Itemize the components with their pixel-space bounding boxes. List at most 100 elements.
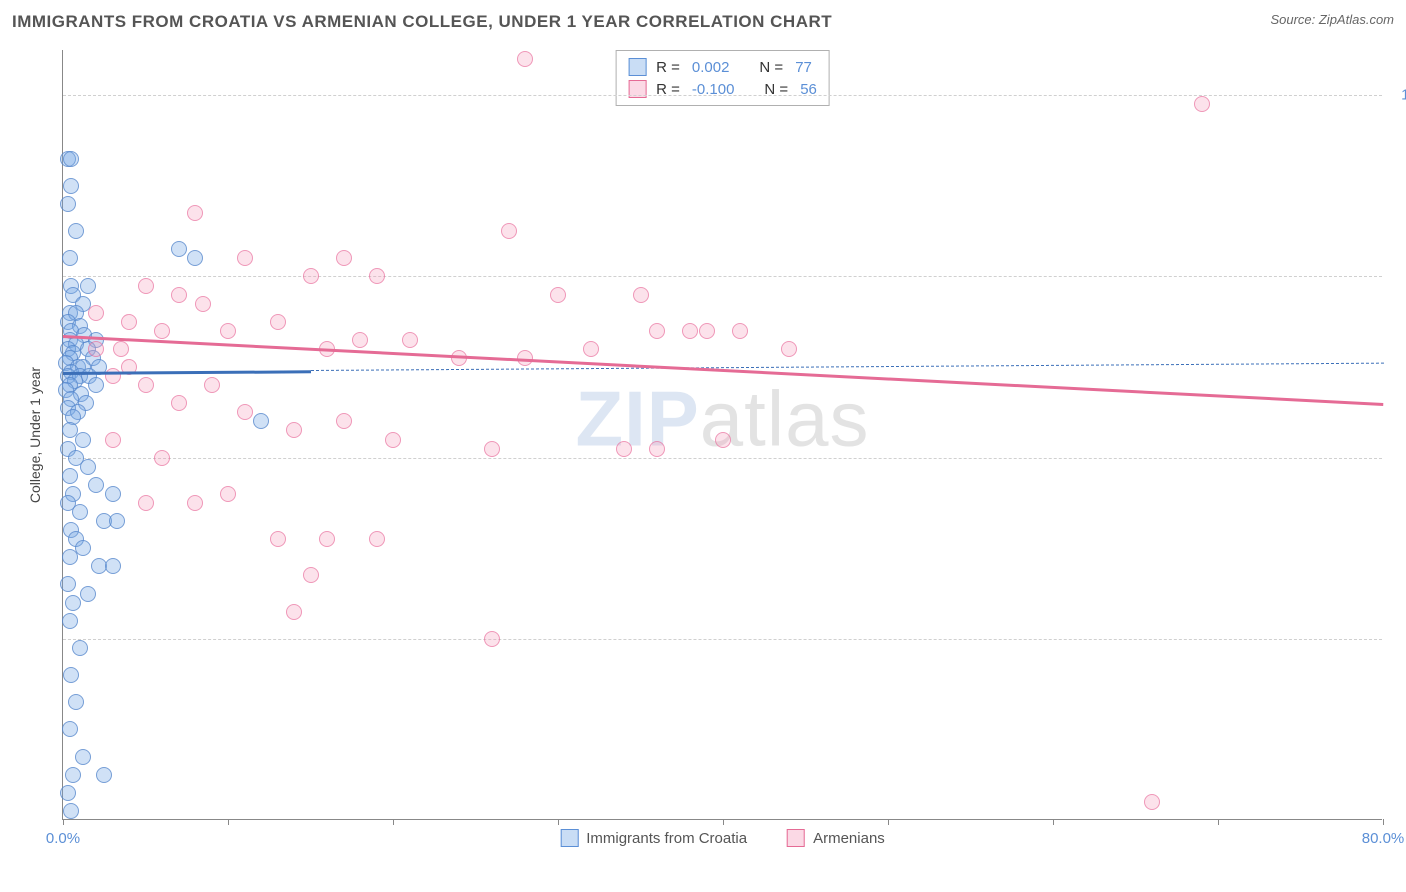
scatter-point xyxy=(72,640,88,656)
scatter-point xyxy=(171,287,187,303)
scatter-point xyxy=(88,305,104,321)
scatter-point xyxy=(105,368,121,384)
scatter-point xyxy=(63,178,79,194)
scatter-point xyxy=(63,667,79,683)
legend-item-armenians: Armenians xyxy=(787,829,885,847)
scatter-point xyxy=(138,495,154,511)
scatter-point xyxy=(80,586,96,602)
x-tick xyxy=(393,819,394,825)
y-tick-label: 40.0% xyxy=(1392,630,1406,647)
x-tick xyxy=(558,819,559,825)
x-tick-label: 80.0% xyxy=(1362,830,1405,847)
scatter-point xyxy=(237,250,253,266)
scatter-point xyxy=(68,694,84,710)
scatter-point xyxy=(60,576,76,592)
scatter-point xyxy=(204,377,220,393)
scatter-point xyxy=(171,395,187,411)
scatter-point xyxy=(63,151,79,167)
x-tick xyxy=(1218,819,1219,825)
legend-stats-row: R = 0.002 N = 77 xyxy=(628,56,817,78)
scatter-point xyxy=(105,558,121,574)
scatter-point xyxy=(88,341,104,357)
legend-n-value: 77 xyxy=(795,59,812,76)
gridline xyxy=(63,276,1382,277)
scatter-point xyxy=(319,531,335,547)
y-tick-label: 100.0% xyxy=(1392,87,1406,104)
scatter-point xyxy=(154,323,170,339)
legend-swatch-blue xyxy=(560,829,578,847)
chart-title: IMMIGRANTS FROM CROATIA VS ARMENIAN COLL… xyxy=(12,12,832,32)
x-tick xyxy=(228,819,229,825)
scatter-point xyxy=(682,323,698,339)
scatter-point xyxy=(187,495,203,511)
trend-line-extrapolated xyxy=(310,363,1382,371)
scatter-point xyxy=(187,205,203,221)
scatter-point xyxy=(62,250,78,266)
plot-area: ZIPatlas College, Under 1 year R = 0.002… xyxy=(62,50,1382,820)
scatter-point xyxy=(154,450,170,466)
scatter-point xyxy=(286,422,302,438)
legend-item-croatia: Immigrants from Croatia xyxy=(560,829,747,847)
legend-label: Immigrants from Croatia xyxy=(586,830,747,847)
scatter-point xyxy=(138,377,154,393)
scatter-point xyxy=(220,486,236,502)
scatter-point xyxy=(80,278,96,294)
source-attribution: Source: ZipAtlas.com xyxy=(1270,12,1394,27)
scatter-point xyxy=(105,486,121,502)
header: IMMIGRANTS FROM CROATIA VS ARMENIAN COLL… xyxy=(12,12,1394,32)
scatter-point xyxy=(220,323,236,339)
legend-stats: R = 0.002 N = 77 R = -0.100 N = 56 xyxy=(615,50,830,106)
x-tick-label: 0.0% xyxy=(46,830,80,847)
scatter-point xyxy=(113,341,129,357)
scatter-point xyxy=(303,268,319,284)
scatter-point xyxy=(369,268,385,284)
scatter-point xyxy=(336,250,352,266)
scatter-point xyxy=(649,441,665,457)
x-tick xyxy=(1383,819,1384,825)
scatter-point xyxy=(105,432,121,448)
scatter-point xyxy=(80,459,96,475)
scatter-point xyxy=(501,223,517,239)
y-axis-label: College, Under 1 year xyxy=(27,366,43,502)
correlation-chart: ZIPatlas College, Under 1 year R = 0.002… xyxy=(12,40,1392,860)
scatter-point xyxy=(60,196,76,212)
legend-label: Armenians xyxy=(813,830,885,847)
x-tick xyxy=(888,819,889,825)
scatter-point xyxy=(550,287,566,303)
scatter-point xyxy=(715,432,731,448)
scatter-point xyxy=(402,332,418,348)
scatter-point xyxy=(88,377,104,393)
scatter-point xyxy=(352,332,368,348)
legend-swatch-blue xyxy=(628,58,646,76)
scatter-point xyxy=(303,567,319,583)
scatter-point xyxy=(781,341,797,357)
gridline xyxy=(63,95,1382,96)
y-tick-label: 60.0% xyxy=(1392,449,1406,466)
scatter-point xyxy=(253,413,269,429)
legend-r-value: 0.002 xyxy=(692,59,730,76)
scatter-point xyxy=(270,314,286,330)
scatter-point xyxy=(171,241,187,257)
scatter-point xyxy=(484,631,500,647)
legend-stats-row: R = -0.100 N = 56 xyxy=(628,78,817,100)
scatter-point xyxy=(88,477,104,493)
scatter-point xyxy=(336,413,352,429)
scatter-point xyxy=(187,250,203,266)
scatter-point xyxy=(517,51,533,67)
x-tick xyxy=(63,819,64,825)
scatter-point xyxy=(72,504,88,520)
scatter-point xyxy=(75,432,91,448)
legend-swatch-pink xyxy=(787,829,805,847)
scatter-point xyxy=(270,531,286,547)
gridline xyxy=(63,639,1382,640)
watermark-zip: ZIP xyxy=(575,375,699,463)
scatter-point xyxy=(109,513,125,529)
scatter-point xyxy=(62,721,78,737)
x-tick xyxy=(1053,819,1054,825)
scatter-point xyxy=(649,323,665,339)
scatter-point xyxy=(484,441,500,457)
scatter-point xyxy=(369,531,385,547)
scatter-point xyxy=(121,314,137,330)
scatter-point xyxy=(286,604,302,620)
scatter-point xyxy=(65,767,81,783)
